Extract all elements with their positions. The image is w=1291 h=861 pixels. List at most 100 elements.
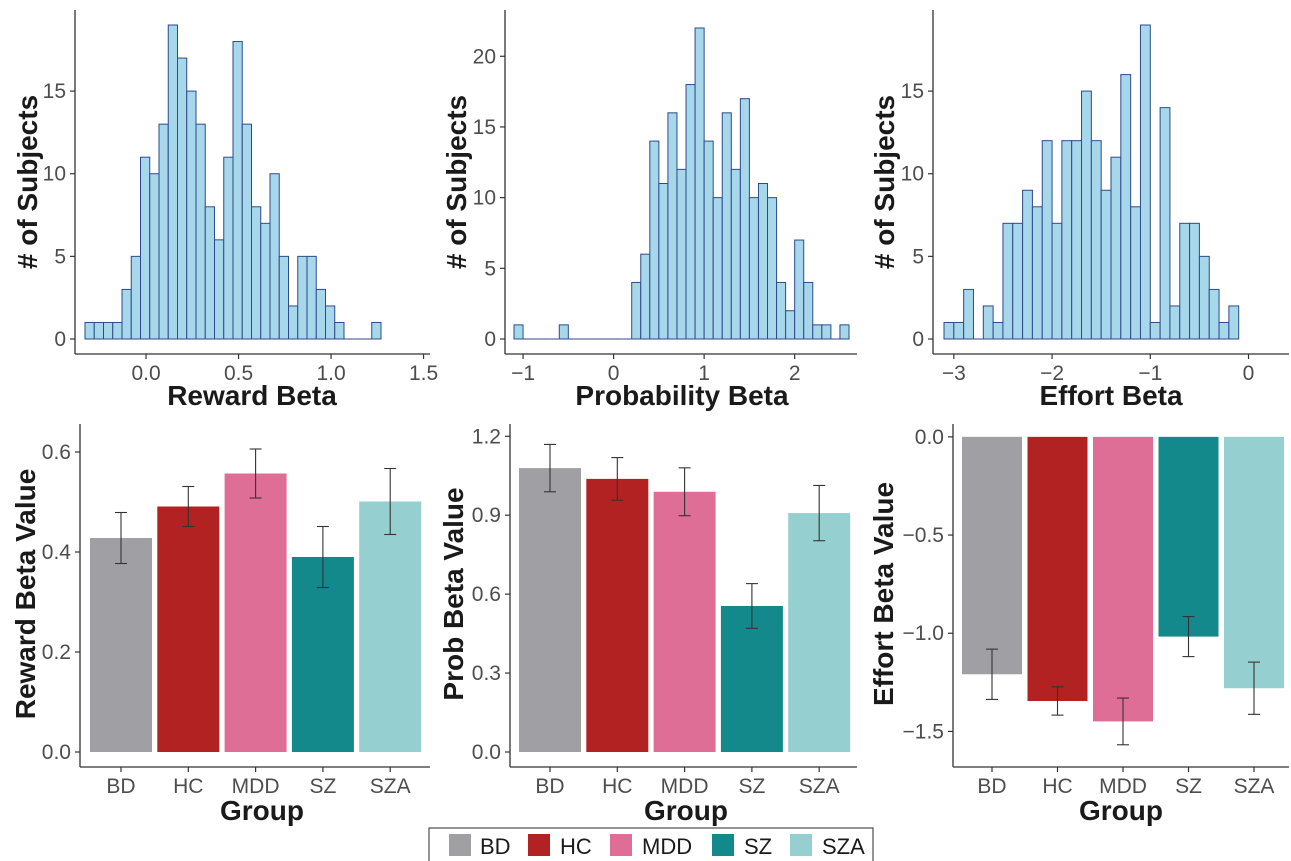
histogram-bin bbox=[269, 173, 280, 340]
histogram-bin bbox=[1051, 222, 1063, 340]
histogram-bin bbox=[1130, 206, 1141, 340]
histogram-bin bbox=[1022, 189, 1033, 340]
x-tick-label-sza: SZA bbox=[799, 775, 840, 798]
y-tick-label-15: 15 bbox=[43, 80, 66, 103]
histogram-bin bbox=[982, 305, 994, 340]
legend-item-mdd: MDD bbox=[610, 834, 692, 859]
y-axis-title: Effort Beta Value bbox=[868, 482, 899, 706]
x-tick-label-hc: HC bbox=[602, 775, 632, 798]
histogram-bin bbox=[748, 197, 759, 340]
y-tick-label-1-2: 1.2 bbox=[472, 425, 501, 448]
y-tick-label-minus-1-5: −1.5 bbox=[903, 720, 944, 743]
histogram-bin bbox=[1228, 305, 1240, 340]
histogram-bin bbox=[1081, 90, 1092, 340]
histogram-bin bbox=[757, 183, 769, 340]
y-tick-label-5: 5 bbox=[912, 245, 924, 268]
y-axis-title: Reward Beta Value bbox=[10, 469, 41, 720]
histogram-bin bbox=[103, 321, 114, 340]
histogram-bin bbox=[1071, 140, 1083, 340]
bar-sza bbox=[359, 501, 422, 752]
y-tick-label-0-4: 0.4 bbox=[42, 541, 72, 564]
histogram-bin bbox=[195, 123, 206, 340]
histogram-bin bbox=[963, 288, 974, 340]
histogram-bin bbox=[1139, 24, 1151, 340]
histogram-bin bbox=[1149, 321, 1161, 340]
x-axis-title: Group bbox=[220, 795, 304, 826]
histogram-bin bbox=[558, 324, 569, 340]
legend-label-sza: SZA bbox=[822, 834, 865, 859]
bar-hc bbox=[1027, 436, 1088, 701]
histogram-bin bbox=[730, 168, 741, 340]
x-tick-label-bd: BD bbox=[535, 775, 564, 798]
legend-label-sz: SZ bbox=[744, 834, 772, 859]
y-tick-label-15: 15 bbox=[473, 116, 496, 139]
x-tick-label-mdd: MDD bbox=[661, 775, 709, 798]
y-axis-title: # of Subjects bbox=[12, 95, 43, 269]
x-tick-label-0-0: 0.0 bbox=[131, 362, 160, 385]
y-tick-label-0-6: 0.6 bbox=[472, 583, 501, 606]
bar-sz bbox=[291, 557, 354, 752]
legend: BD HC MDD SZ SZA bbox=[428, 827, 874, 861]
x-axis-title: Group bbox=[1079, 795, 1163, 826]
y-tick-label-0-2: 0.2 bbox=[42, 641, 71, 664]
x-axis-title: Probability Beta bbox=[575, 380, 789, 411]
histogram-bin bbox=[149, 173, 160, 340]
y-axis-title: # of Subjects bbox=[869, 95, 900, 269]
histogram-bin bbox=[513, 324, 524, 340]
x-axis-title: Reward Beta bbox=[167, 380, 337, 411]
histogram-bin bbox=[812, 324, 823, 340]
histogram-bin bbox=[1041, 140, 1053, 340]
x-axis-title: Group bbox=[644, 795, 728, 826]
y-tick-label-20: 20 bbox=[473, 45, 496, 68]
bar-mdd bbox=[224, 473, 287, 752]
histogram-bin bbox=[177, 57, 188, 340]
legend-item-sza: SZA bbox=[790, 834, 865, 859]
bar-sza bbox=[1224, 436, 1284, 689]
x-tick-label-minus-1: −1 bbox=[1138, 362, 1162, 385]
x-tick-label-minus-3: −3 bbox=[942, 362, 966, 385]
histogram-bin bbox=[767, 197, 778, 340]
x-tick-label-sza: SZA bbox=[1234, 775, 1275, 798]
histogram-bin bbox=[794, 239, 805, 340]
x-tick-label-0: 0 bbox=[1243, 362, 1255, 385]
x-tick-label-0: 0 bbox=[608, 362, 620, 385]
x-tick-label-1-0: 1.0 bbox=[316, 362, 345, 385]
x-tick-label-bd: BD bbox=[106, 775, 135, 798]
histogram-bin bbox=[334, 321, 345, 340]
legend-swatch-sza bbox=[790, 834, 812, 856]
histogram-bin bbox=[1012, 222, 1024, 340]
bar-hc bbox=[157, 506, 220, 752]
y-tick-label-minus-1-0: −1.0 bbox=[903, 622, 944, 645]
y-tick-label-5: 5 bbox=[484, 257, 496, 280]
legend-swatch-hc bbox=[528, 834, 550, 856]
histogram-bin bbox=[232, 41, 243, 340]
histogram-bin bbox=[204, 206, 215, 340]
histogram-bin bbox=[167, 24, 178, 340]
y-tick-label-0-3: 0.3 bbox=[472, 662, 501, 685]
histogram-bin bbox=[315, 288, 326, 340]
x-tick-label-sza: SZA bbox=[370, 775, 411, 798]
histogram-bin bbox=[223, 156, 234, 340]
histogram-bin bbox=[1159, 107, 1171, 340]
histogram-bin bbox=[288, 305, 299, 340]
bar-sz bbox=[720, 605, 783, 752]
histogram-bin bbox=[278, 255, 289, 340]
x-tick-label-bd: BD bbox=[977, 775, 1006, 798]
x-tick-label-0-5: 0.5 bbox=[224, 362, 253, 385]
histogram-bin bbox=[821, 324, 832, 340]
bar-sza bbox=[788, 513, 851, 752]
histogram-bin bbox=[371, 321, 382, 340]
panel-reward-beta-bars: 0.0 0.2 0.4 0.6 BD HC MDD SZ SZA Group Reward Beta… bbox=[10, 424, 430, 826]
panel-effort-beta-bars: 0.0 −0.5 −1.0 −1.5 BD HC MDD SZ SZA Group Effort B… bbox=[868, 424, 1289, 826]
bar-bd bbox=[519, 468, 581, 752]
histogram-bin bbox=[1218, 321, 1230, 340]
histogram-bin bbox=[943, 321, 955, 340]
x-tick-label-sz: SZ bbox=[738, 775, 765, 798]
histogram-bin bbox=[84, 321, 95, 340]
histogram-bin bbox=[658, 183, 669, 340]
histogram-bin bbox=[649, 140, 660, 340]
panel-effort-histogram: 0 5 10 15 −3 −2 −1 0 Effort Beta # of Subjects bbox=[869, 10, 1289, 411]
histogram-bin bbox=[93, 321, 104, 340]
y-tick-label-0-0: 0.0 bbox=[42, 741, 71, 764]
y-axis-title: Prob Beta Value bbox=[438, 487, 469, 700]
